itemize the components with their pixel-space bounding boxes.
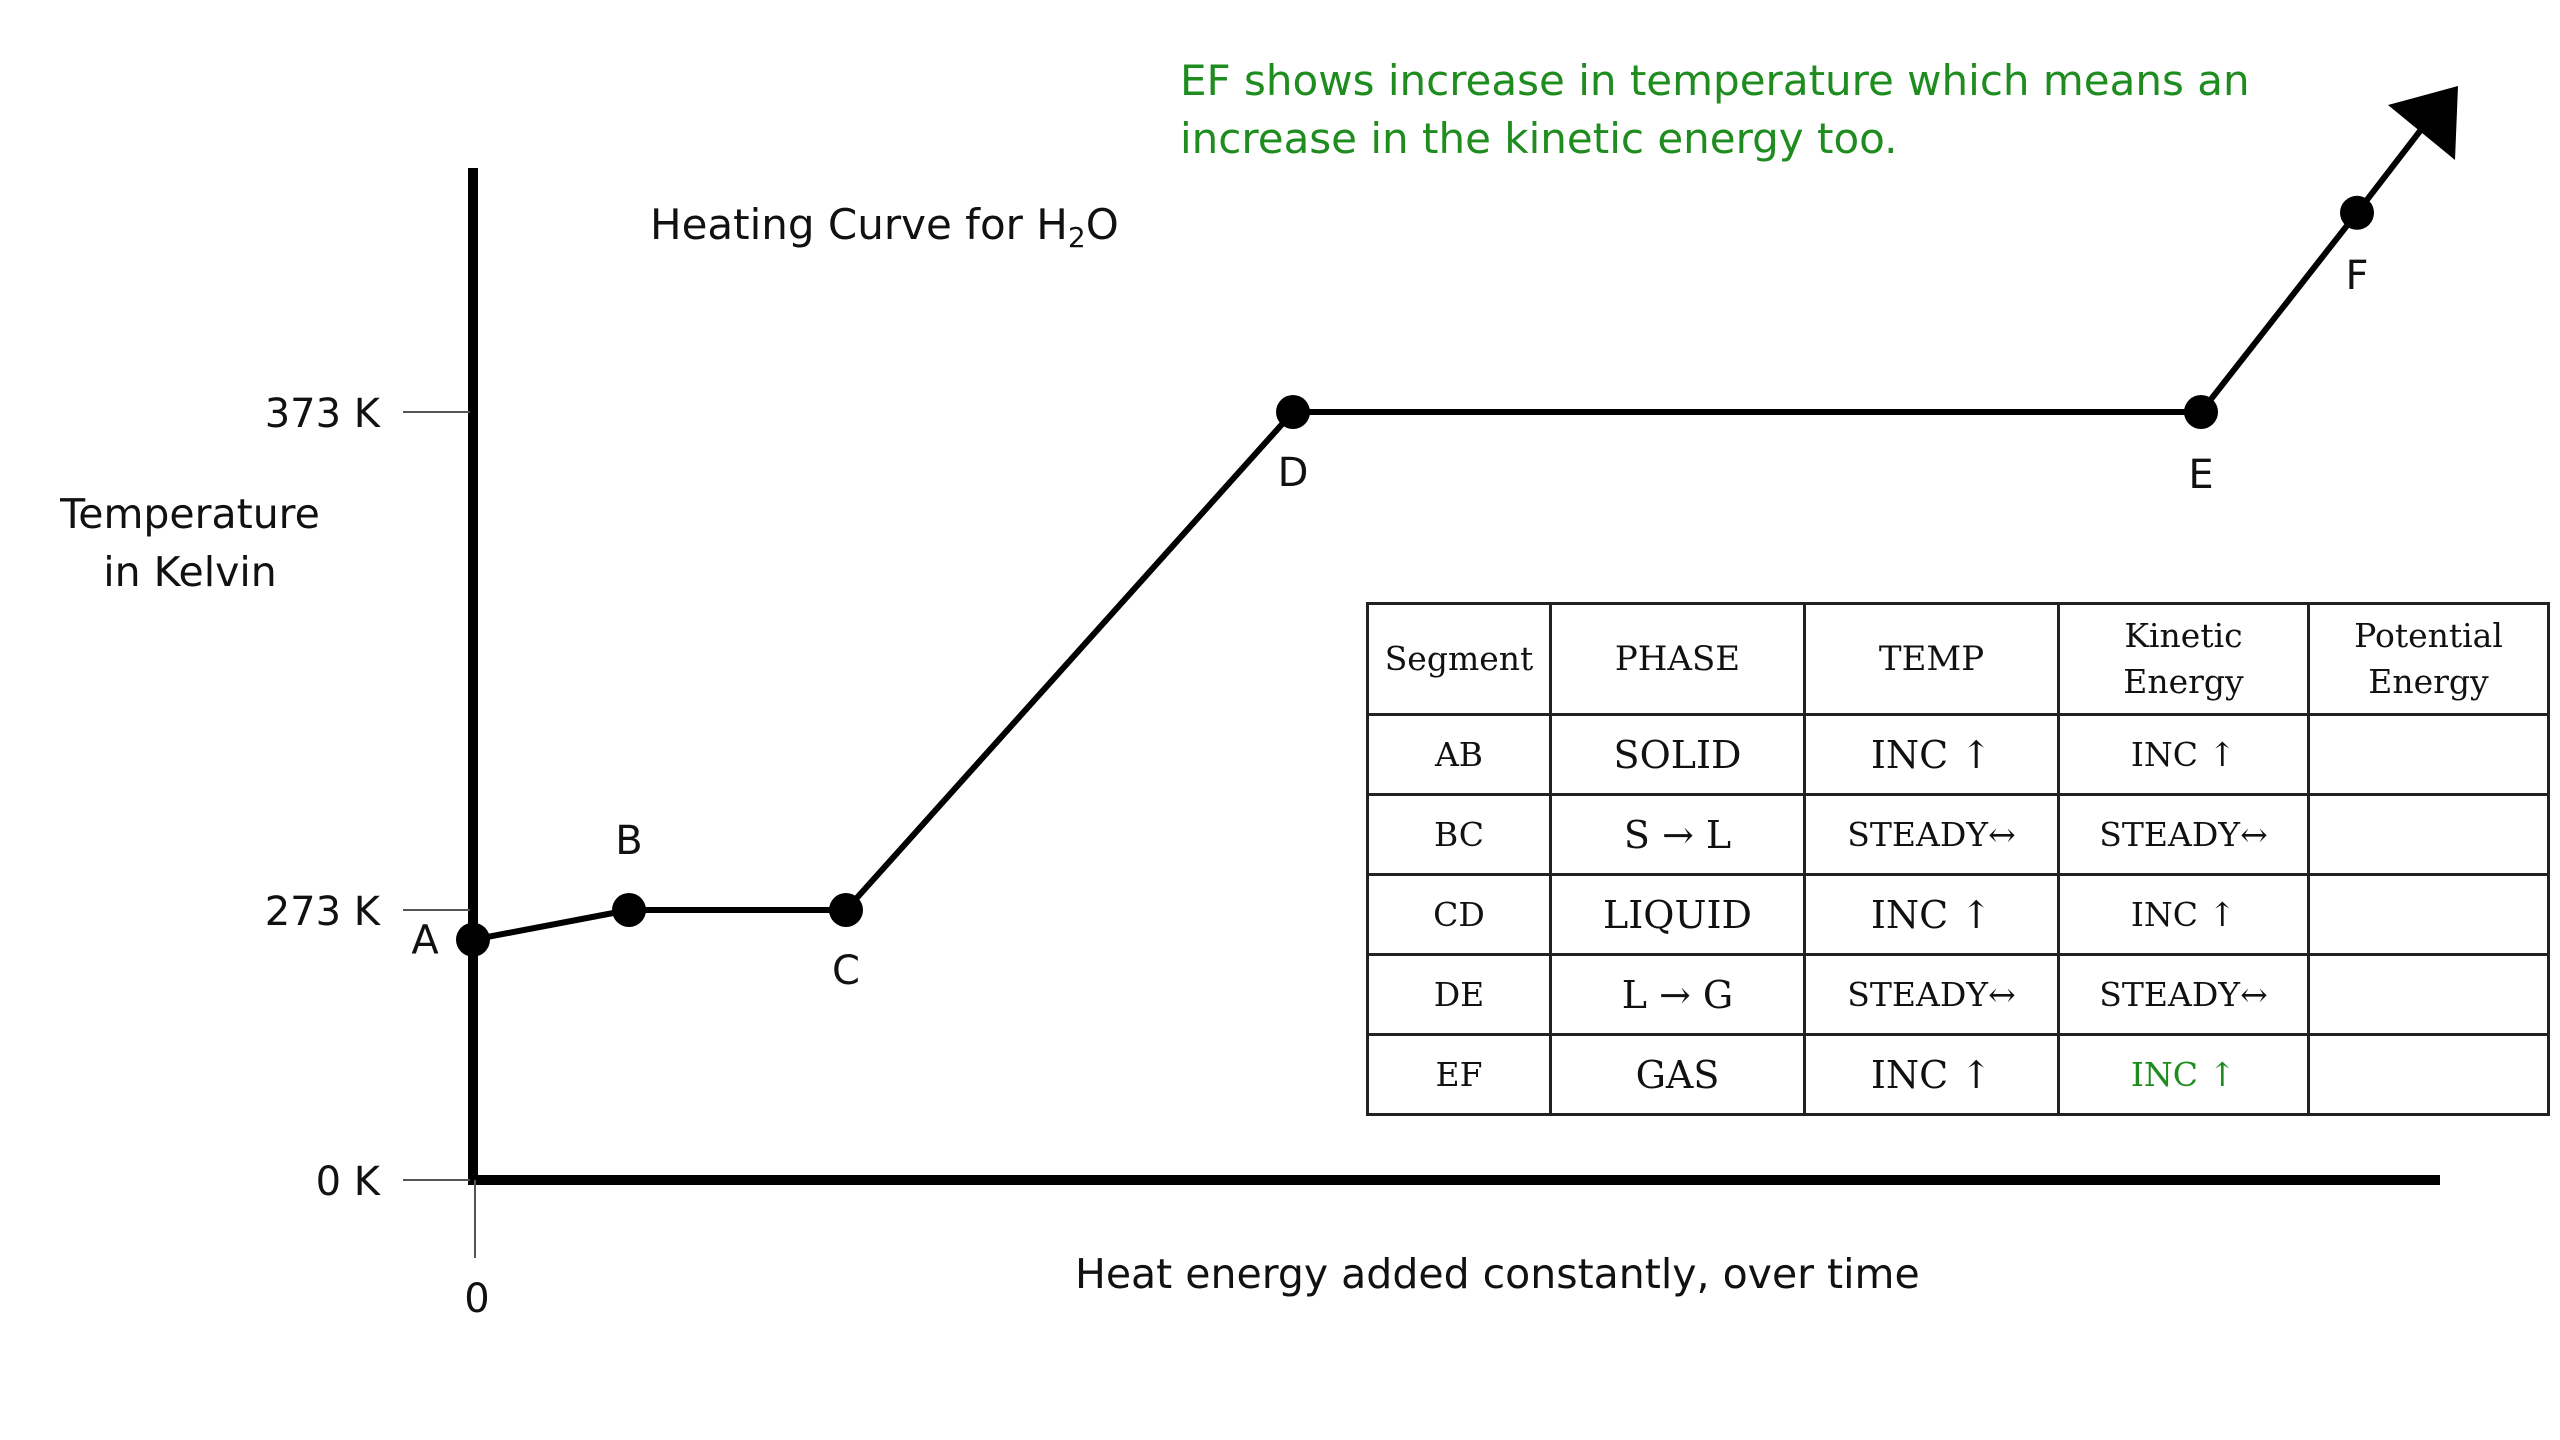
point-label-e: E [2188,452,2213,498]
cell-segment: DE [1366,953,1552,1036]
table-row: AB SOLID INC ↑ INC ↑ [1366,713,2550,796]
cell-phase: GAS [1549,1033,1806,1116]
y-axis-label-line1: Temperature [60,490,320,538]
point-label-c: C [832,948,860,994]
cell-temp: INC ↑ [1803,873,2060,956]
cell-phase: LIQUID [1549,873,1806,956]
phase-table: Segment PHASE TEMP Kinetic Energy Potent… [1366,602,2550,1116]
point-d [1276,395,1310,429]
curve-segment-ef [2198,209,2360,415]
cell-segment: AB [1366,713,1552,796]
point-label-b: B [615,818,642,864]
header-phase: PHASE [1549,602,1806,716]
cell-temp: STEADY↔ [1803,793,2060,876]
y-axis-label: Temperature in Kelvin [40,485,340,601]
header-temp: TEMP [1803,602,2060,716]
cell-phase: S → L [1549,793,1806,876]
cell-phase: L → G [1549,953,1806,1036]
x-axis-label: Heat energy added constantly, over time [1075,1250,1920,1298]
title-main: Heating Curve for H [650,200,1068,249]
cell-potential [2307,873,2550,956]
cell-potential [2307,793,2550,876]
cell-kinetic: STEADY↔ [2057,793,2310,876]
cell-potential [2307,1033,2550,1116]
chart-title: Heating Curve for H2O [650,200,1119,254]
curve-segment-ab [470,907,632,943]
curve-arrowhead [2388,86,2458,160]
point-b [612,893,646,927]
cell-kinetic: STEADY↔ [2057,953,2310,1036]
y-tick-label: 373 K [265,391,382,437]
point-label-f: F [2345,253,2368,299]
point-f [2340,195,2374,230]
cell-kinetic: INC ↑ [2057,873,2310,956]
cell-temp: STEADY↔ [1803,953,2060,1036]
point-c [829,893,863,927]
table-row: BC S → L STEADY↔ STEADY↔ [1366,793,2550,876]
header-segment: Segment [1366,602,1552,716]
y-tick-label: 273 K [265,889,382,935]
title-tail: O [1085,200,1119,249]
cell-segment: CD [1366,873,1552,956]
header-potential-energy: Potential Energy [2307,602,2550,716]
cell-segment: EF [1366,1033,1552,1116]
y-axis-label-line2: in Kelvin [103,548,277,596]
table-row: DE L → G STEADY↔ STEADY↔ [1366,953,2550,1036]
curve-arrow-shaft [2354,116,2433,215]
title-subscript: 2 [1067,221,1086,254]
table-row: EF GAS INC ↑ INC ↑ [1366,1033,2550,1116]
cell-temp: INC ↑ [1803,713,2060,796]
ef-annotation: EF shows increase in temperature which m… [1180,56,2250,163]
point-label-a: A [411,918,439,964]
cell-potential [2307,713,2550,796]
cell-kinetic: INC ↑ [2057,713,2310,796]
table-header-row: Segment PHASE TEMP Kinetic Energy Potent… [1366,602,2550,716]
point-a [456,922,490,957]
point-e [2184,395,2218,429]
cell-potential [2307,953,2550,1036]
header-kinetic-energy: Kinetic Energy [2057,602,2310,716]
cell-segment: BC [1366,793,1552,876]
cell-phase: SOLID [1549,713,1806,796]
curve-segment-cd [843,409,1296,913]
cell-temp: INC ↑ [1803,1033,2060,1116]
x-tick-label: 0 [464,1276,489,1322]
table-row: CD LIQUID INC ↑ INC ↑ [1366,873,2550,956]
y-tick-label: 0 K [316,1159,382,1205]
point-label-d: D [1278,450,1309,496]
cell-kinetic-highlighted: INC ↑ [2057,1033,2310,1116]
